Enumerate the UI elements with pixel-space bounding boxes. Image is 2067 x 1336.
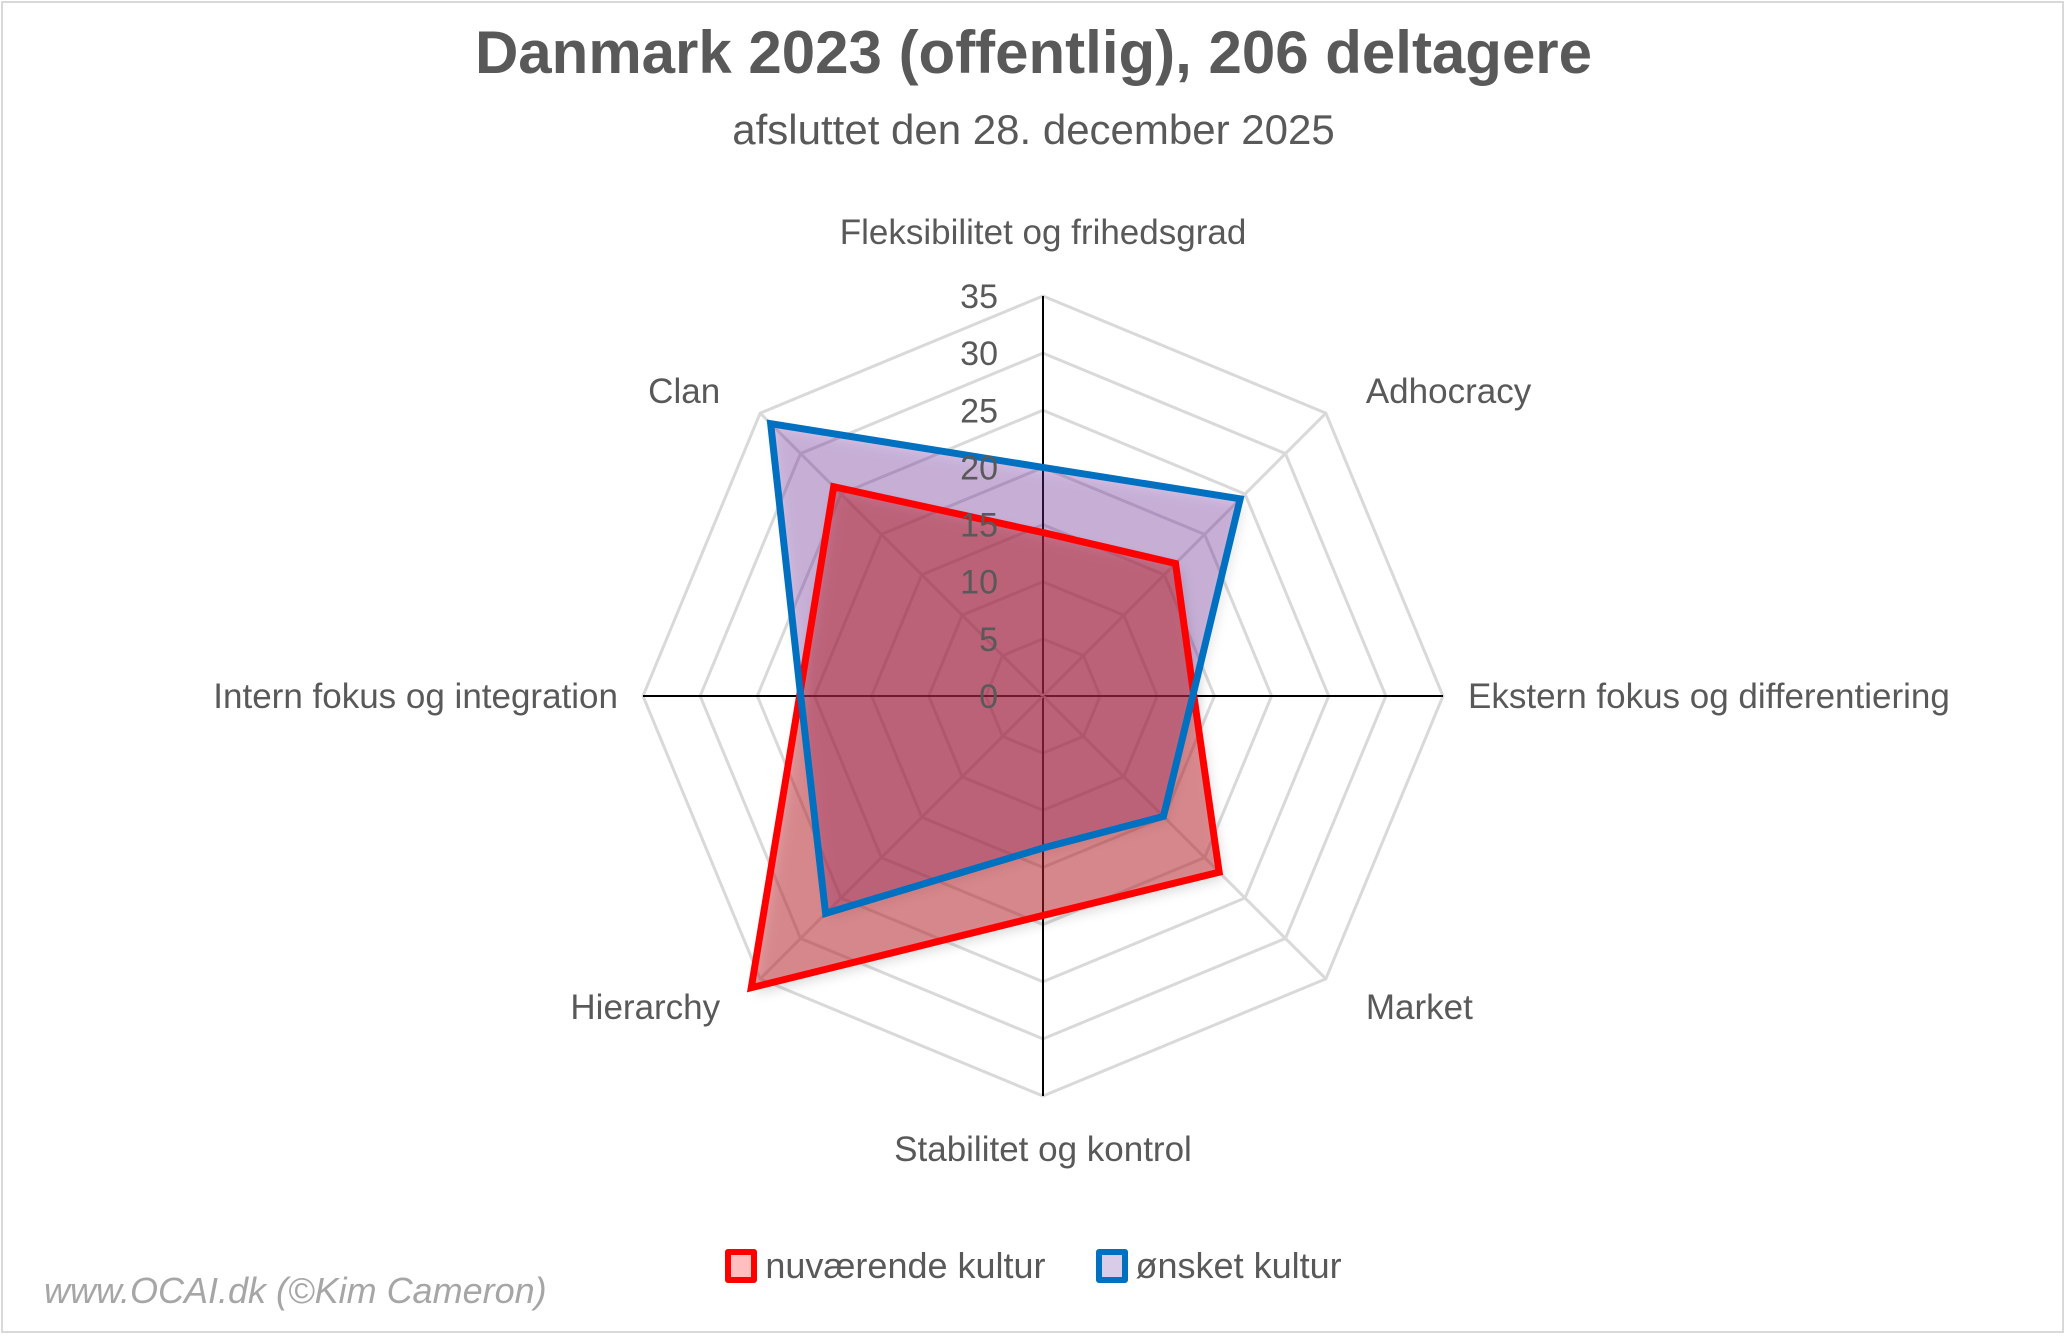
watermark: www.OCAI.dk (©Kim Cameron) (44, 1270, 547, 1311)
category-label-0: Fleksibilitet og frihedsgrad (840, 213, 1247, 252)
category-label-2: Ekstern fokus og differentiering (1468, 677, 1950, 716)
tick-label-30: 30 (960, 335, 998, 373)
legend-item-desired[interactable]: ønsket kultur (1095, 1245, 1342, 1287)
category-label-6: Intern fokus og integration (213, 677, 618, 716)
category-label-3: Market (1366, 988, 1473, 1027)
tick-label-35: 35 (960, 278, 998, 316)
category-label-7: Clan (648, 372, 720, 411)
category-label-4: Stabilitet og kontrol (894, 1130, 1192, 1169)
legend-swatch-desired (1095, 1249, 1128, 1283)
series-area-1 (751, 486, 1220, 988)
chart-subtitle: afsluttet den 28. december 2025 (732, 106, 1335, 153)
series-line-0 (766, 419, 1245, 918)
tick-label-25: 25 (960, 392, 998, 430)
category-label-5: Hierarchy (570, 988, 720, 1027)
tick-label-15: 15 (960, 507, 998, 545)
chart-title: Danmark 2023 (offentlig), 206 deltagere (474, 19, 1593, 86)
tick-label-5: 5 (979, 621, 998, 659)
legend: nuværende kultur ønsket kultur (0, 1245, 2067, 1287)
tick-label-20: 20 (960, 449, 998, 487)
tick-label-10: 10 (960, 564, 998, 602)
legend-item-current[interactable]: nuværende kultur (725, 1245, 1046, 1287)
category-label-1: Adhocracy (1366, 372, 1532, 411)
series-line-1 (746, 482, 1224, 993)
legend-label-desired: ønsket kultur (1135, 1245, 1342, 1286)
tick-label-0: 0 (979, 678, 998, 716)
legend-label-current: nuværende kultur (765, 1245, 1046, 1286)
legend-swatch-current (725, 1249, 758, 1283)
